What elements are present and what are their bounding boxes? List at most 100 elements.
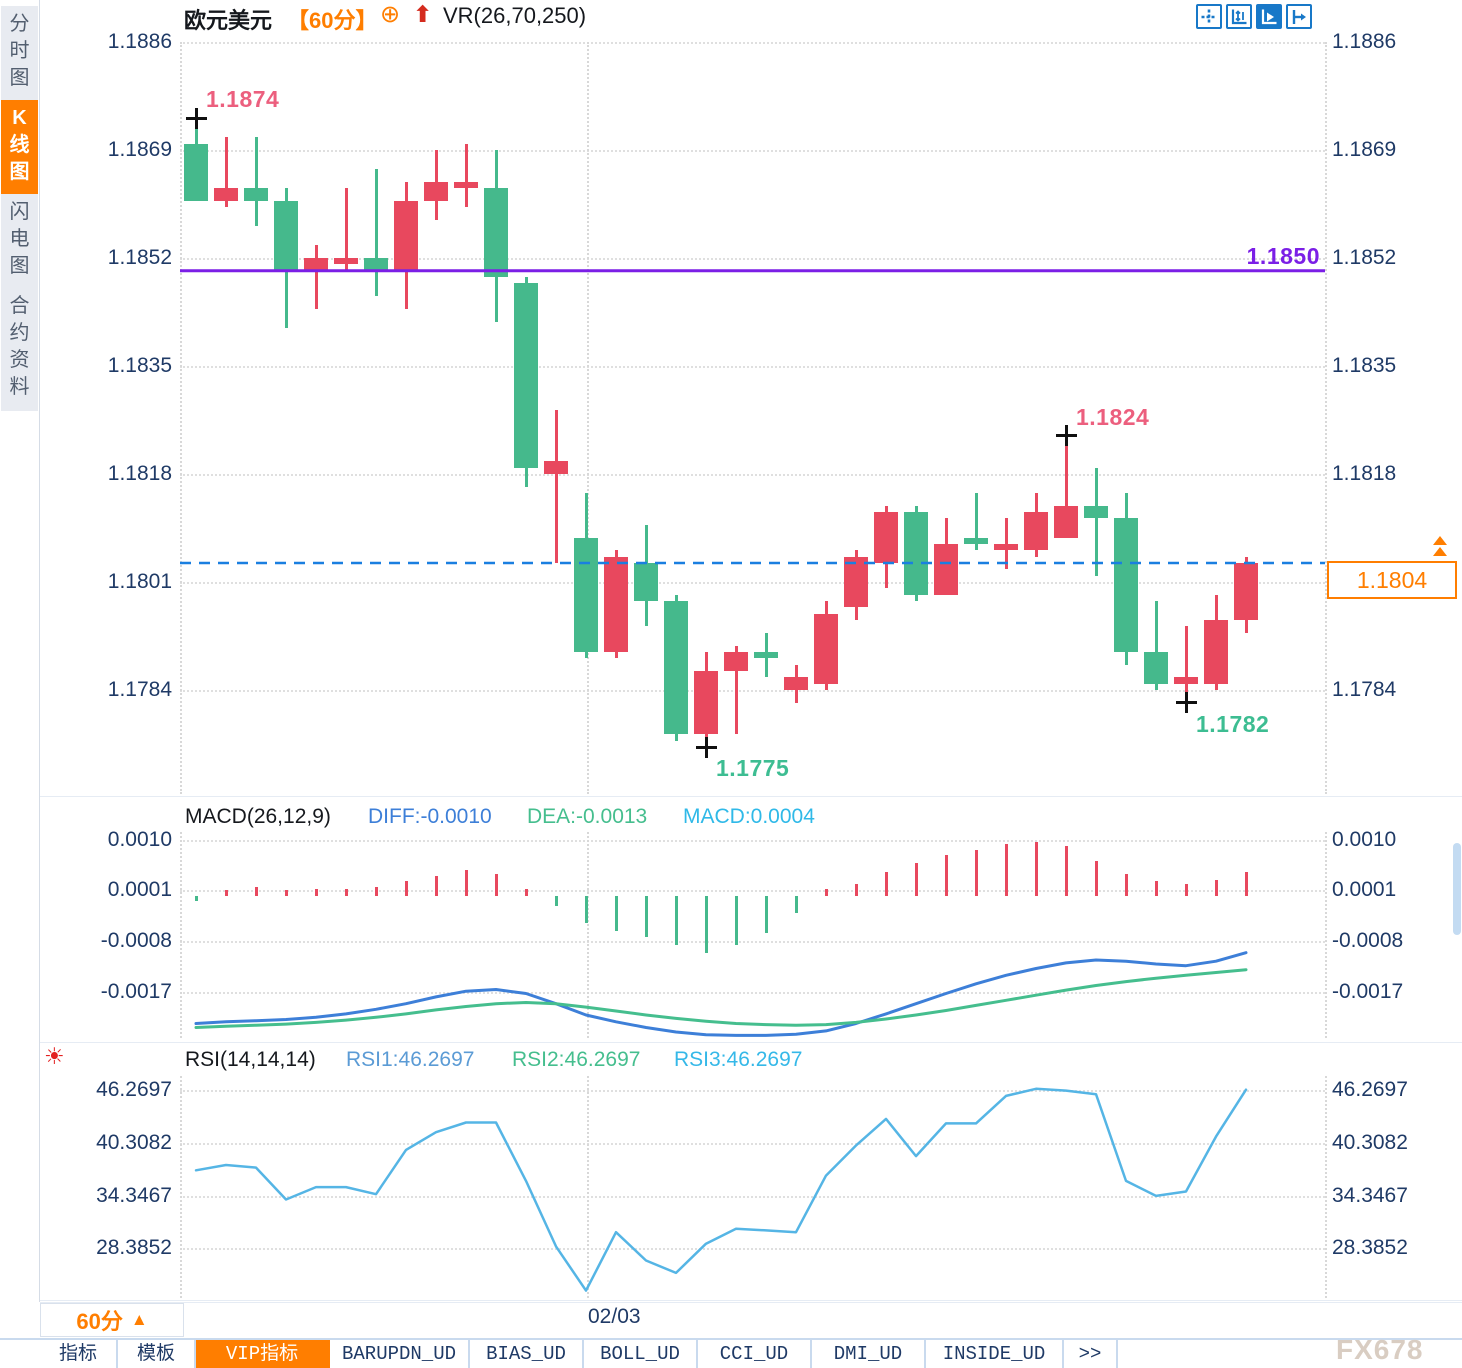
- macd-ytick-right: -0.0008: [1332, 929, 1404, 952]
- candle-body: [1174, 677, 1198, 684]
- price-ytick-right: 1.1869: [1332, 138, 1397, 161]
- macd-bar: [644, 896, 648, 937]
- plot-left-edge: [180, 42, 182, 794]
- candle-wick: [554, 410, 558, 563]
- candle-body: [484, 188, 508, 278]
- indicator-tab-6[interactable]: BOLL_UD: [584, 1340, 698, 1368]
- rsi-title: RSI(14,14,14): [185, 1048, 316, 1071]
- candle-body: [544, 461, 568, 474]
- candle-wick: [344, 188, 348, 271]
- price-gridline: [180, 150, 1325, 152]
- macd-bar: [1064, 846, 1068, 896]
- pan-right-icon: [1292, 9, 1306, 24]
- sidebar-tab-3[interactable]: 闪 电 图: [1, 194, 38, 289]
- macd-ytick-left: -0.0008: [100, 929, 172, 952]
- candle-body: [424, 181, 448, 201]
- macd-bar: [344, 889, 348, 896]
- price-up-marker-icon: [1433, 547, 1447, 556]
- macd-bar: [824, 889, 828, 896]
- macd-bar: [374, 886, 378, 896]
- price-ytick-left: 1.1886: [107, 30, 172, 53]
- indicator-tab-7[interactable]: CCI_UD: [698, 1340, 812, 1368]
- rsi-gridline: [180, 1196, 1325, 1198]
- candle-wick: [1064, 435, 1068, 538]
- macd-bar: [1094, 860, 1098, 896]
- pan-right-button[interactable]: [1286, 4, 1312, 29]
- add-indicator-icon[interactable]: ⊕: [380, 1, 401, 28]
- sidebar-tab-1[interactable]: 分 时 图: [1, 6, 38, 101]
- axis-range-button[interactable]: [1226, 4, 1252, 29]
- candle-body: [844, 556, 868, 608]
- macd-dea-value: DEA:-0.0013: [527, 805, 648, 828]
- indicator-tab-9[interactable]: INSIDE_UD: [926, 1340, 1064, 1368]
- indicator-tab-1[interactable]: 指标: [40, 1340, 118, 1368]
- date-gridline-vertical: [587, 1076, 589, 1298]
- rsi-gridline: [180, 1090, 1325, 1092]
- macd-bar: [1244, 872, 1248, 896]
- macd-bar: [794, 896, 798, 913]
- macd-bar: [314, 889, 318, 896]
- indicator-tab-5[interactable]: BIAS_UD: [470, 1340, 584, 1368]
- macd-ytick-left: -0.0017: [100, 980, 172, 1003]
- price-ytick-left: 1.1835: [107, 354, 172, 377]
- macd-gridline: [180, 840, 1325, 842]
- indicator-tab-10[interactable]: >>: [1064, 1340, 1118, 1368]
- sidebar-tab-4[interactable]: 合 约 资 料: [1, 288, 38, 411]
- macd-gridline: [180, 941, 1325, 943]
- extreme-value-label: 1.1824: [1076, 403, 1150, 430]
- indicator-tab-8[interactable]: DMI_UD: [812, 1340, 926, 1368]
- candle-wick: [974, 493, 978, 551]
- up-arrow-icon: ⬆: [413, 1, 433, 27]
- rsi-ytick-right: 34.3467: [1332, 1184, 1408, 1207]
- candle-body: [664, 601, 688, 735]
- macd-bar: [974, 849, 978, 896]
- candle-body: [904, 512, 928, 595]
- auto-scale-button[interactable]: [1256, 4, 1282, 29]
- price-ytick-left: 1.1852: [107, 246, 172, 269]
- price-ytick-left: 1.1869: [107, 138, 172, 161]
- sidebar-tab-2[interactable]: K 线 图: [1, 100, 38, 195]
- rsi3-value: RSI3:46.2697: [674, 1048, 803, 1071]
- extreme-cross-marker: [1175, 692, 1197, 714]
- macd-bar: [884, 872, 888, 896]
- macd-ytick-right: -0.0017: [1332, 980, 1404, 1003]
- candle-body: [304, 257, 328, 271]
- period-selector[interactable]: 60分 ▲: [40, 1303, 184, 1337]
- axis-strip-top-border: [40, 1302, 1462, 1303]
- plot-left-edge: [180, 1076, 182, 1298]
- indicator-tab-3[interactable]: VIP指标: [196, 1340, 330, 1368]
- panel-separator: [40, 1300, 1462, 1301]
- macd-ytick-left: 0.0010: [107, 828, 172, 851]
- vertical-scrollbar[interactable]: [1453, 843, 1461, 935]
- candle-body: [1204, 620, 1228, 684]
- candle-wick: [1184, 626, 1188, 703]
- candle-body: [454, 181, 478, 189]
- candle-wick: [254, 137, 258, 227]
- macd-diff-line: [194, 951, 1248, 1037]
- candle-body: [274, 200, 298, 271]
- macd-gridline: [180, 992, 1325, 994]
- candle-wick: [464, 143, 468, 208]
- candle-body: [874, 512, 898, 563]
- price-gridline: [180, 42, 1325, 44]
- candle-body: [394, 200, 418, 271]
- sun-indicator-icon[interactable]: ☀: [44, 1043, 65, 1069]
- price-ytick-left: 1.1784: [107, 678, 172, 701]
- indicator-tab-4[interactable]: BARUPDN_UD: [330, 1340, 470, 1368]
- period-selector-label: 60分: [76, 1309, 123, 1334]
- date-gridline-vertical: [587, 832, 589, 1038]
- candle-body: [244, 188, 268, 201]
- macd-ytick-right: 0.0001: [1332, 878, 1397, 901]
- candle-wick: [1154, 601, 1158, 690]
- crosshair-tool-button[interactable]: [1196, 4, 1222, 29]
- macd-bar: [674, 896, 678, 945]
- level-line-label: 1.1850: [1246, 243, 1320, 269]
- candle-body: [604, 556, 628, 652]
- macd-bar: [1154, 881, 1158, 896]
- plot-right-edge: [1325, 42, 1327, 794]
- indicator-tab-2[interactable]: 模板: [118, 1340, 196, 1368]
- macd-title: MACD(26,12,9): [185, 805, 331, 828]
- extreme-cross-marker: [185, 107, 207, 129]
